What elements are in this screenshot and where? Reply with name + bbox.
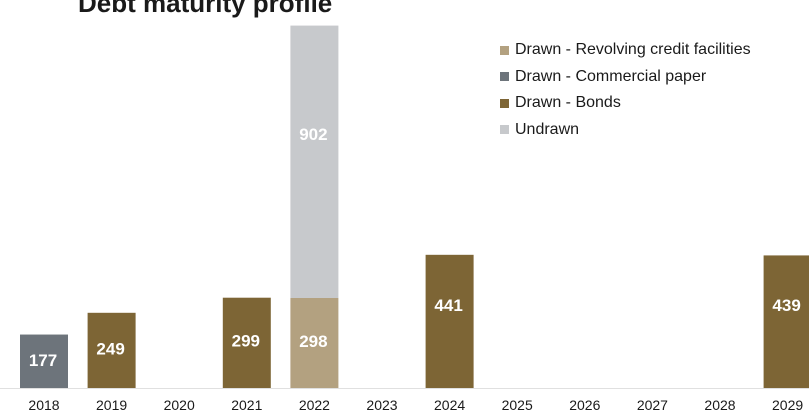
x-tick-label-2027: 2027	[637, 397, 668, 413]
bar-drawn-bonds-2021	[222, 297, 271, 388]
x-tick-label-2024: 2024	[434, 397, 465, 413]
x-tick-label-2020: 2020	[164, 397, 195, 413]
bar-drawn-bonds-2019	[87, 312, 136, 388]
legend-label-commercial-paper: Drawn - Commercial paper	[515, 67, 707, 85]
legend-swatch-revolving	[500, 45, 509, 55]
legend-label-undrawn: Undrawn	[515, 120, 580, 138]
x-tick-label-2029: 2029	[772, 397, 803, 413]
data-label-drawn-bonds-2029: 439	[772, 296, 800, 315]
data-label-drawn-commercial-paper-2018: 177	[29, 351, 57, 370]
legend-item-undrawn: Undrawn	[500, 120, 751, 140]
x-tick-label-2023: 2023	[366, 397, 397, 413]
data-label-undrawn-2022: 902	[299, 125, 327, 144]
legend-item-commercial-paper: Drawn - Commercial paper	[500, 67, 751, 87]
bar-undrawn-2022	[290, 25, 339, 299]
x-tick-label-2025: 2025	[502, 397, 533, 413]
chart-title: Debt maturity profile	[78, 0, 333, 18]
data-label-drawn-revolving-credit-facilities-2022: 298	[299, 332, 327, 351]
x-tick-label-2018: 2018	[28, 397, 59, 413]
legend-swatch-commercial-paper	[500, 72, 509, 81]
legend: Drawn - Revolving credit facilities Draw…	[500, 40, 751, 146]
data-label-drawn-bonds-2019: 249	[96, 339, 124, 358]
bar-drawn-revolving-credit-facilities-2022	[290, 298, 339, 388]
x-tick-label-2019: 2019	[96, 397, 127, 413]
x-tick-label-2021: 2021	[231, 397, 262, 413]
legend-label-bonds: Drawn - Bonds	[515, 94, 621, 111]
legend-item-bonds: Drawn - Bonds	[500, 93, 751, 113]
legend-swatch-bonds	[500, 98, 509, 108]
x-tick-label-2026: 2026	[569, 397, 600, 413]
legend-label-revolving: Drawn - Revolving credit facilities	[515, 41, 751, 58]
bar-drawn-commercial-paper-2018	[20, 334, 68, 388]
bar-drawn-bonds-2029	[763, 255, 809, 388]
x-tick-label-2028: 2028	[704, 397, 735, 413]
legend-swatch-undrawn	[500, 125, 509, 134]
data-label-drawn-bonds-2021: 299	[232, 332, 260, 351]
x-tick-label-2022: 2022	[299, 397, 330, 413]
legend-item-revolving: Drawn - Revolving credit facilities	[500, 40, 751, 60]
bar-drawn-bonds-2024	[425, 254, 474, 388]
data-label-drawn-bonds-2024: 441	[434, 296, 462, 315]
